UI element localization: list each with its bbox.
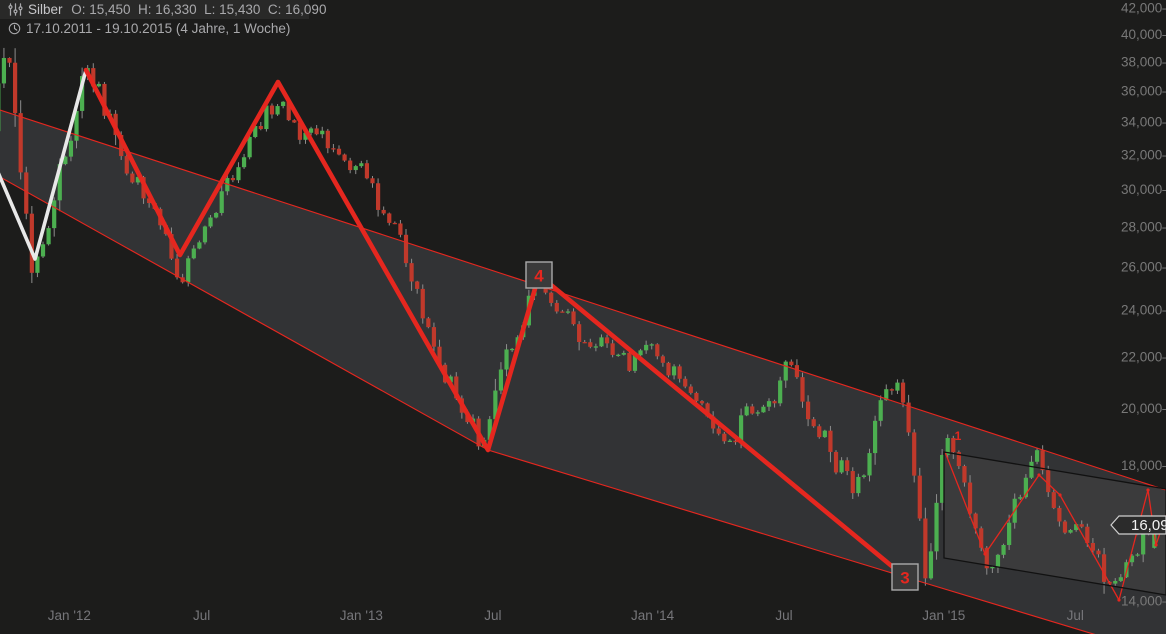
svg-text:22,000–: 22,000– [1121,350,1166,365]
svg-text:14,000–: 14,000– [1121,594,1166,609]
svg-text:28,000–: 28,000– [1121,219,1166,234]
svg-text:Jul: Jul [1067,608,1084,623]
svg-text:Jan '15: Jan '15 [922,608,965,623]
svg-text:Jan '13: Jan '13 [340,608,383,623]
svg-text:20,000–: 20,000– [1121,401,1166,416]
svg-text:3: 3 [900,569,909,588]
svg-text:Jul: Jul [484,608,501,623]
svg-text:34,000–: 34,000– [1121,115,1166,130]
svg-text:18,000–: 18,000– [1121,458,1166,473]
svg-text:32,000–: 32,000– [1121,147,1166,162]
svg-text:42,000–: 42,000– [1121,1,1166,16]
svg-text:Jan '12: Jan '12 [48,608,91,623]
svg-text:26,000–: 26,000– [1121,259,1166,274]
svg-text:1: 1 [955,429,962,443]
svg-text:16,090: 16,090 [1131,517,1166,534]
svg-text:4: 4 [534,267,544,286]
svg-text:Jul: Jul [193,608,210,623]
svg-text:Jul: Jul [775,608,792,623]
svg-text:30,000–: 30,000– [1121,182,1166,197]
svg-text:24,000–: 24,000– [1121,303,1166,318]
svg-text:36,000–: 36,000– [1121,84,1166,99]
svg-text:Jan '14: Jan '14 [631,608,675,623]
svg-text:40,000–: 40,000– [1121,27,1166,42]
svg-text:38,000–: 38,000– [1121,55,1166,70]
